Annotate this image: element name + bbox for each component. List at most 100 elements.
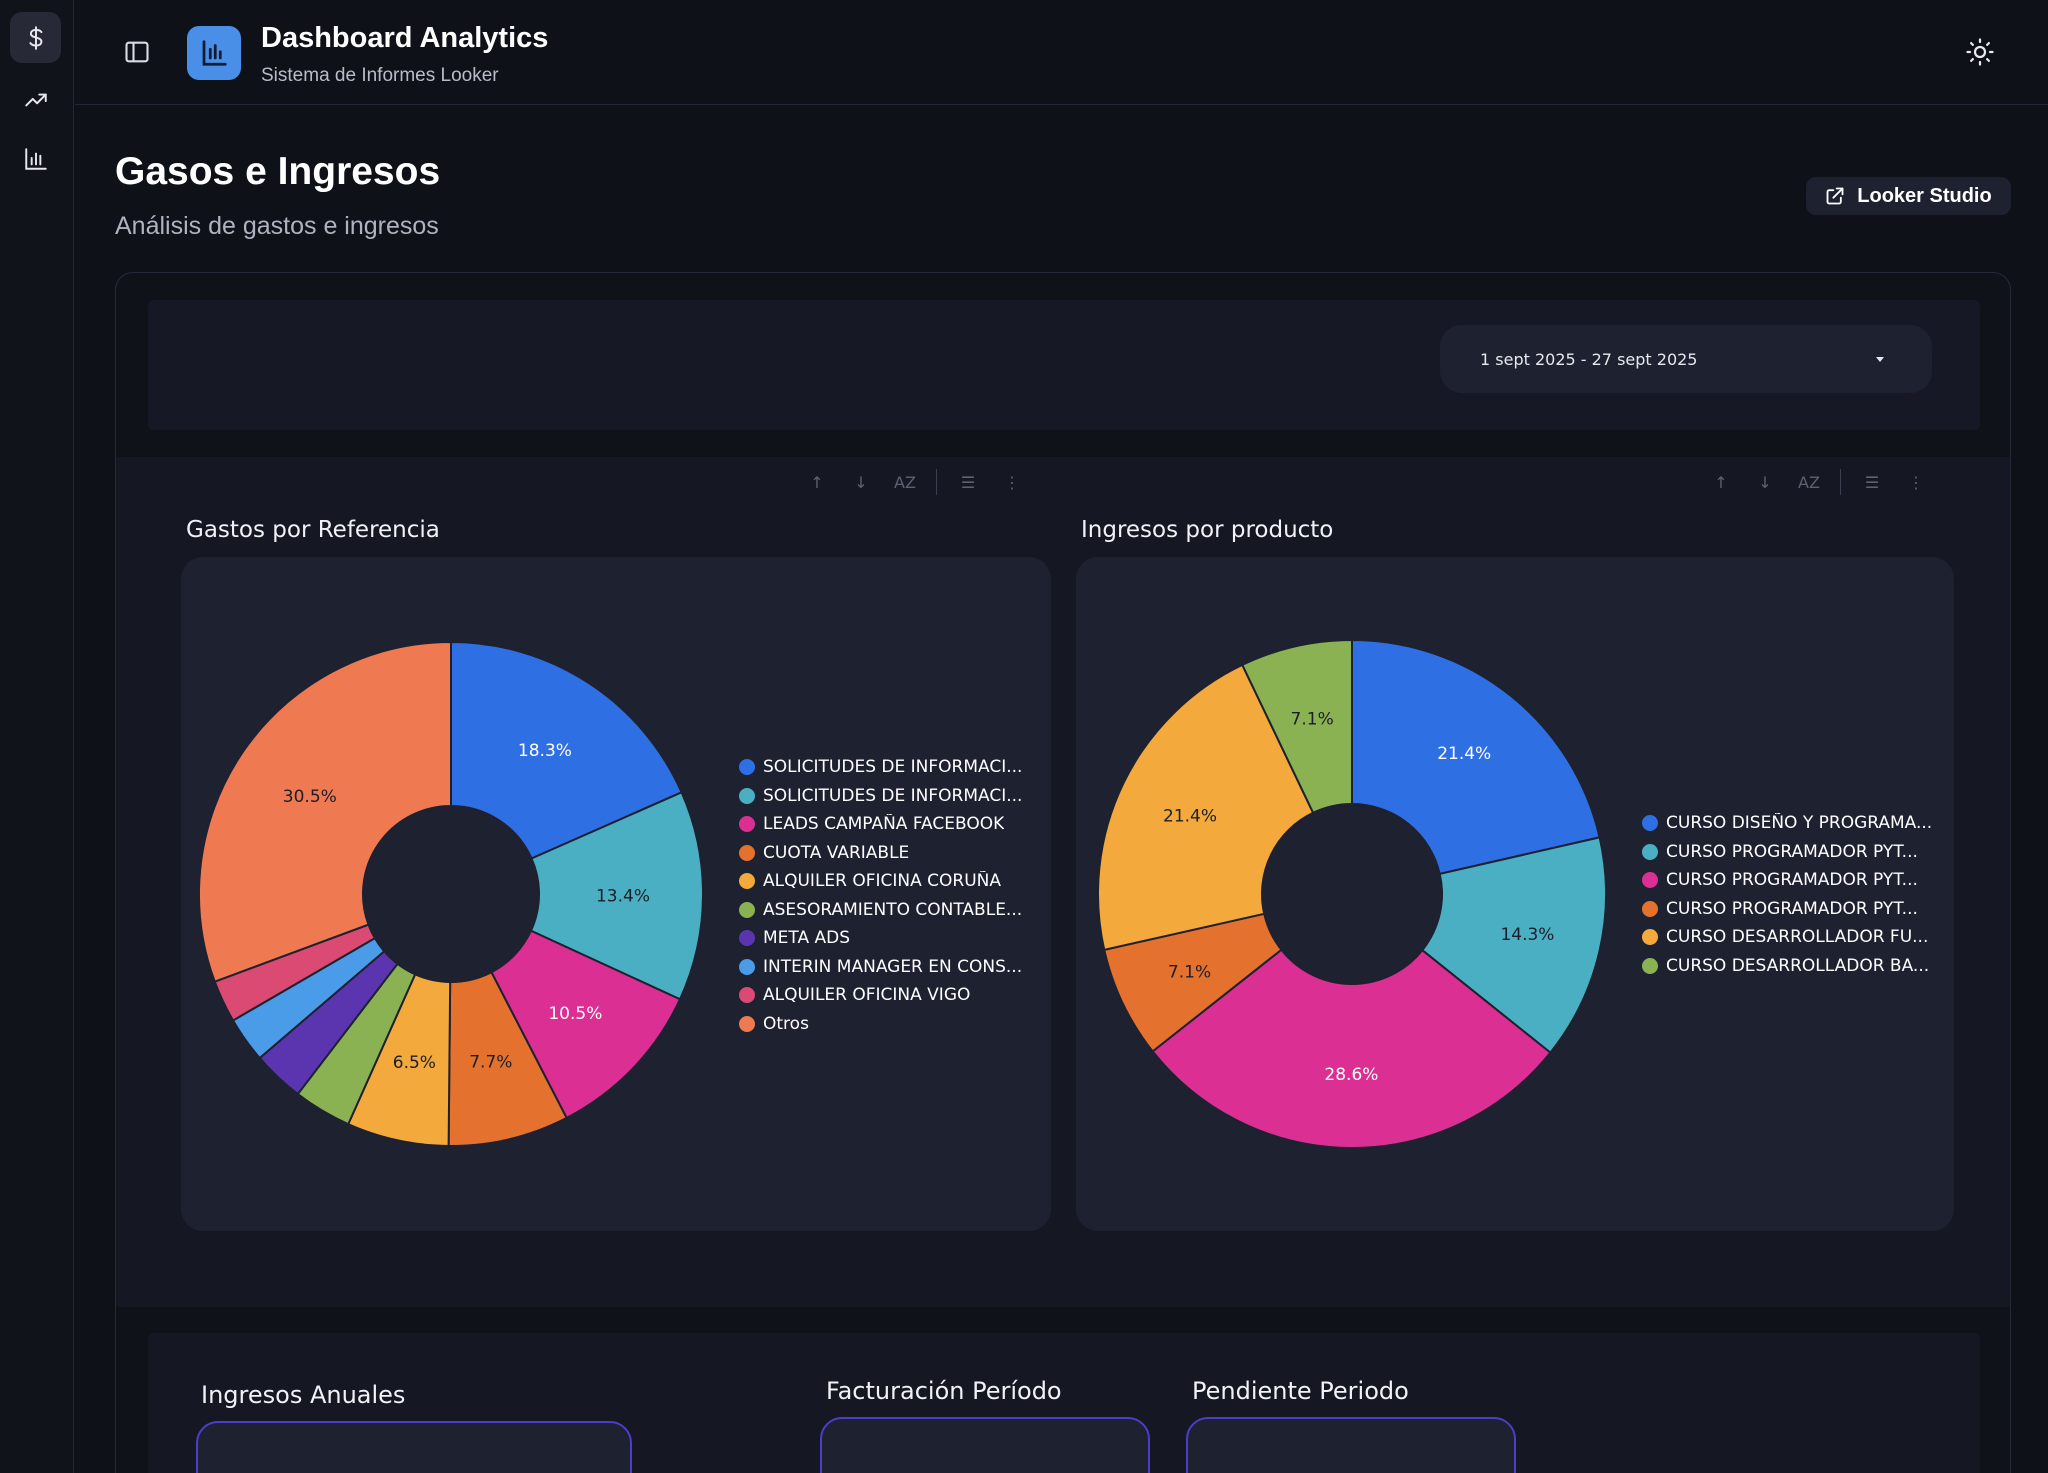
more-options-icon[interactable]: ⋮ [1004,472,1020,492]
legend-item[interactable]: CURSO DISEÑO Y PROGRAMA... [1642,809,1932,838]
sort-descending-icon[interactable]: ↑ [1714,472,1728,492]
app-logo [187,26,241,80]
legend-swatch [1642,900,1658,917]
sort-az-icon[interactable]: AZ [1798,472,1820,492]
donut-slice[interactable] [1351,638,1601,876]
app-subtitle: Sistema de Informes Looker [261,65,499,86]
rail-item-gastos[interactable] [10,12,61,63]
sun-icon [1966,38,1994,66]
legend-item[interactable]: CURSO DESARROLLADOR BA... [1642,952,1932,981]
slice-data-label: 7.1% [1291,709,1334,729]
looker-studio-button[interactable]: Looker Studio [1806,177,2011,215]
chart-card-ingresos: 21.4% 14.3% 28.6% 7.1% 21.4% 7.1% CURSO DISEÑ… [1076,557,1954,1231]
legend-swatch [1642,872,1658,889]
legend-swatch [1642,843,1658,860]
legend-label: ALQUILER OFICINA CORUÑA [763,871,1002,892]
donut-slice[interactable] [1240,638,1353,815]
legend-label: CURSO DESARROLLADOR FU... [1666,927,1929,948]
date-range-value: 1 sept 2025 - 27 sept 2025 [1480,349,1698,369]
legend-swatch [739,930,755,947]
donut-slice[interactable] [529,791,704,1001]
legend-label: META ADS [763,928,851,949]
slice-data-label: 28.6% [1324,1065,1378,1085]
dollar-icon [28,25,42,50]
more-options-icon[interactable]: ⋮ [1908,472,1924,492]
legend-item[interactable]: SOLICITUDES DE INFORMACI... [739,753,1022,782]
sort-ascending-icon[interactable]: ↓ [854,472,868,492]
legend-item[interactable]: CURSO DESARROLLADOR FU... [1642,923,1932,952]
legend-item[interactable]: CURSO PROGRAMADOR PYT... [1642,866,1932,895]
legend-ingresos: CURSO DISEÑO Y PROGRAMA... CURSO PROGRAMA… [1642,809,1932,980]
filter-bar: 1 sept 2025 - 27 sept 2025 [148,300,1980,430]
legend-label: CURSO PROGRAMADOR PYT... [1666,898,1918,919]
donut-slice[interactable] [1151,948,1552,1149]
charts-section: ↑ ↓ AZ ☰ ⋮ ↑ ↓ AZ ☰ ⋮ Gastos por Referen… [116,457,2010,1307]
kpi-card-pendiente [1186,1417,1516,1473]
legend-label: CURSO PROGRAMADOR PYT... [1666,870,1918,891]
legend-label: INTERIN MANAGER EN CONS... [763,956,1023,977]
top-header: Dashboard Analytics Sistema de Informes … [75,0,2048,105]
panel-left-icon [125,41,149,63]
legend-item[interactable]: INTERIN MANAGER EN CONS... [739,953,1022,982]
app-title: Dashboard Analytics [261,22,549,54]
donut-slice[interactable] [1097,663,1315,952]
toolbar-divider [1840,469,1841,495]
legend-item[interactable]: ALQUILER OFICINA VIGO [739,981,1022,1010]
legend-item[interactable]: Otros [739,1010,1022,1039]
legend-item[interactable]: CURSO PROGRAMADOR PYT... [1642,895,1932,924]
sort-az-icon[interactable]: AZ [894,472,916,492]
kpi-card-ingresos-anuales [196,1421,632,1473]
filter-icon[interactable]: ☰ [960,472,976,492]
slice-data-label: 7.1% [1168,962,1211,982]
slice-data-label: 14.3% [1500,925,1554,945]
chart-title-ingresos: Ingresos por producto [1081,517,1334,543]
legend-swatch [1642,815,1658,832]
external-link-icon [1826,187,1844,205]
slice-data-label: 30.5% [283,787,337,807]
legend-swatch [739,787,755,804]
legend-swatch [739,1015,755,1032]
legend-item[interactable]: CUOTA VARIABLE [739,839,1022,868]
donut-chart-ingresos: 21.4% 14.3% 28.6% 7.1% 21.4% 7.1% [1097,638,1607,1149]
donut-slice[interactable] [1420,836,1607,1055]
slice-data-label: 21.4% [1163,807,1217,827]
legend-item[interactable]: LEADS CAMPAÑA FACEBOOK [739,810,1022,839]
kpi-section: Ingresos Anuales Facturación Período Pen… [148,1333,1980,1473]
donut-slice[interactable] [450,640,683,860]
kpi-card-facturacion [820,1417,1150,1473]
kpi-title-pendiente: Pendiente Periodo [1192,1377,1409,1405]
legend-item[interactable]: CURSO PROGRAMADOR PYT... [1642,838,1932,867]
kpi-title-ingresos-anuales: Ingresos Anuales [201,1381,406,1409]
legend-label: LEADS CAMPAÑA FACEBOOK [763,814,1005,835]
legend-label: Otros [763,1013,809,1034]
filter-icon[interactable]: ☰ [1864,472,1880,492]
legend-item[interactable]: ALQUILER OFICINA CORUÑA [739,867,1022,896]
kpi-title-facturacion: Facturación Período [826,1377,1062,1405]
page-subtitle: Análisis de gastos e ingresos [115,212,439,240]
looker-studio-label: Looker Studio [1857,184,1992,207]
toolbar-divider [936,469,937,495]
legend-item[interactable]: ASESORAMIENTO CONTABLE... [739,896,1022,925]
legend-gastos: SOLICITUDES DE INFORMACI... SOLICITUDES D… [739,753,1022,1038]
dropdown-caret-icon [1876,357,1884,362]
sort-descending-icon[interactable]: ↑ [810,472,824,492]
bar-chart-logo-icon [202,40,227,66]
rail-item-trends[interactable] [10,74,61,125]
donut-slice[interactable] [490,929,682,1120]
legend-swatch [739,901,755,918]
sort-ascending-icon[interactable]: ↓ [1758,472,1772,492]
slice-data-label: 18.3% [518,741,572,761]
sidebar-toggle-button[interactable] [123,38,151,66]
date-range-picker[interactable]: 1 sept 2025 - 27 sept 2025 [1440,325,1932,393]
donut-slice[interactable] [198,640,452,983]
legend-swatch [1642,929,1658,946]
chart-toolbar-gastos: ↑ ↓ AZ ☰ ⋮ [804,467,1025,497]
legend-label: CURSO DISEÑO Y PROGRAMA... [1666,813,1933,834]
legend-item[interactable]: META ADS [739,924,1022,953]
legend-swatch [739,844,755,861]
rail-item-charts[interactable] [10,133,61,184]
legend-item[interactable]: SOLICITUDES DE INFORMACI... [739,782,1022,811]
theme-toggle-button[interactable] [1965,37,1995,67]
legend-swatch [739,816,755,833]
chart-toolbar-ingresos: ↑ ↓ AZ ☰ ⋮ [1708,467,1929,497]
